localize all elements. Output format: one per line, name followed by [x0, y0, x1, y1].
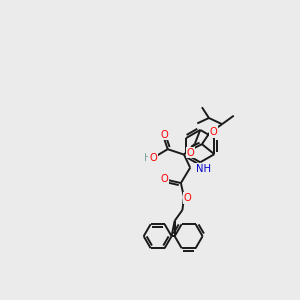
Text: O: O — [161, 130, 169, 140]
Text: O: O — [184, 193, 192, 203]
Text: NH: NH — [196, 164, 211, 174]
Text: O: O — [210, 127, 218, 137]
Text: O: O — [186, 148, 194, 158]
Text: O: O — [149, 153, 157, 163]
Text: O: O — [161, 174, 169, 184]
Text: H: H — [144, 153, 151, 163]
